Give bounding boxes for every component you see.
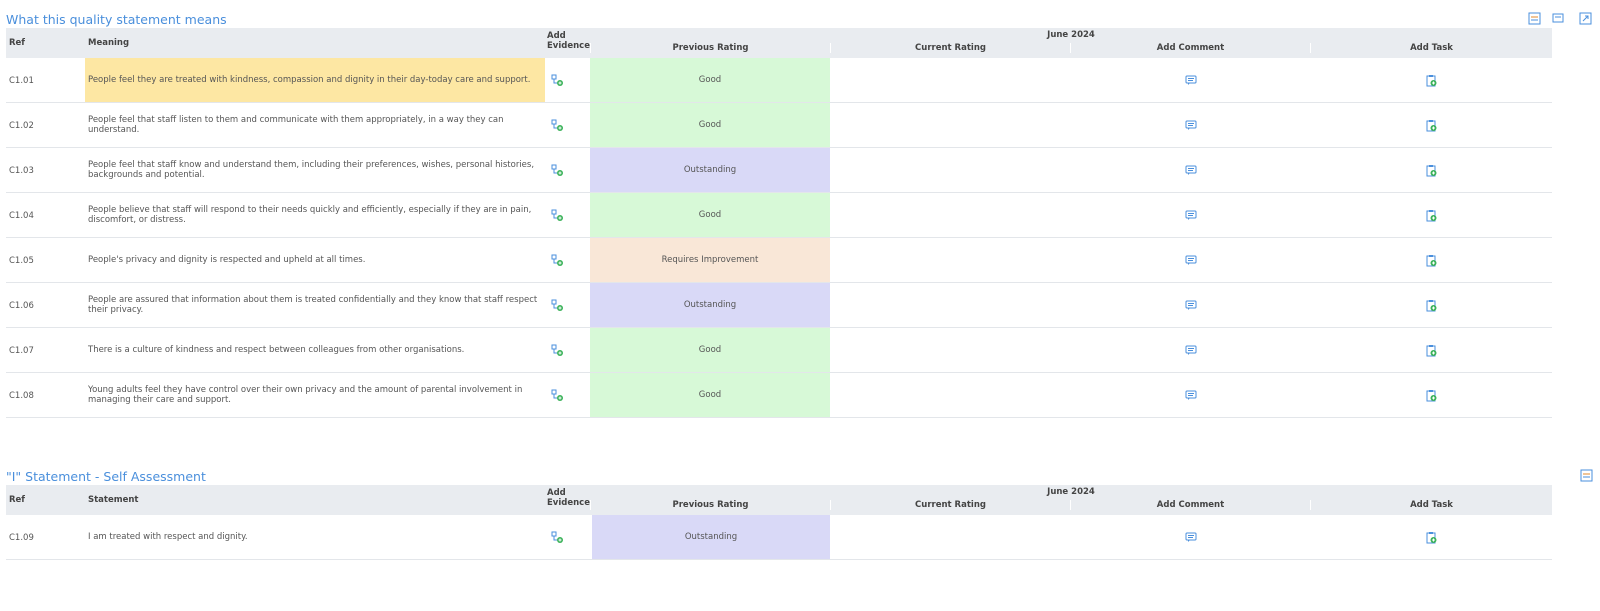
row-ref: C1.04 (9, 210, 34, 221)
add-task-button[interactable] (1425, 254, 1437, 267)
toolbar-icon[interactable] (1580, 469, 1594, 483)
previous-rating: Outstanding (590, 283, 830, 327)
table-row (6, 283, 1552, 328)
toolbar-icons[interactable] (1528, 12, 1594, 26)
add-evidence-button[interactable] (551, 344, 563, 357)
previous-rating: Good (590, 328, 830, 372)
section-title: What this quality statement means (6, 12, 227, 27)
previous-rating: Outstanding (592, 515, 830, 559)
previous-rating: Good (590, 103, 830, 147)
add-comment-button[interactable] (1185, 209, 1197, 222)
row-text: People feel they are treated with kindne… (85, 58, 545, 102)
add-task-button[interactable] (1425, 119, 1437, 132)
header-ref: Ref (9, 38, 26, 48)
add-comment-button[interactable] (1185, 531, 1197, 544)
add-task-button[interactable] (1425, 299, 1437, 312)
add-evidence-button[interactable] (551, 254, 563, 267)
current-rating[interactable] (830, 193, 1070, 237)
add-task-button[interactable] (1425, 531, 1437, 544)
table-row (6, 103, 1552, 148)
add-comment-button[interactable] (1185, 119, 1197, 132)
add-comment-button[interactable] (1185, 344, 1197, 357)
header-text: Meaning (88, 38, 130, 48)
header-ref: Ref (9, 495, 26, 505)
current-rating[interactable] (830, 328, 1070, 372)
row-ref: C1.08 (9, 390, 34, 401)
row-ref: C1.07 (9, 345, 34, 356)
add-evidence-button[interactable] (551, 74, 563, 87)
row-ref: C1.03 (9, 165, 34, 176)
add-task-button[interactable] (1425, 389, 1437, 402)
previous-rating: Good (590, 58, 830, 102)
current-rating[interactable] (830, 373, 1070, 417)
current-rating[interactable] (830, 283, 1070, 327)
header-text: Statement (88, 495, 139, 505)
previous-rating: Good (590, 373, 830, 417)
add-comment-button[interactable] (1185, 254, 1197, 267)
current-rating[interactable] (830, 238, 1070, 282)
row-ref: C1.05 (9, 255, 34, 266)
header-task: Add Task (1310, 43, 1552, 53)
row-ref: C1.01 (9, 75, 34, 86)
add-evidence-button[interactable] (551, 119, 563, 132)
add-evidence-button[interactable] (551, 389, 563, 402)
table-row (6, 328, 1552, 373)
header-task: Add Task (1310, 500, 1552, 510)
header-evidence: Add Evidence (547, 31, 590, 51)
header-period: June 2024 (1047, 30, 1095, 40)
current-rating[interactable] (830, 515, 1070, 559)
table-header (6, 485, 1552, 515)
previous-rating: Outstanding (590, 148, 830, 192)
row-text: Young adults feel they have control over… (88, 385, 523, 405)
table-row (6, 58, 1552, 103)
header-evidence: Add Evidence (547, 488, 590, 508)
add-evidence-button[interactable] (551, 299, 563, 312)
add-comment-button[interactable] (1185, 74, 1197, 87)
row-text: People are assured that information abou… (88, 295, 538, 315)
header-comment: Add Comment (1070, 500, 1310, 510)
row-text: I am treated with respect and dignity. (88, 532, 248, 542)
header-previous: Previous Rating (590, 500, 830, 510)
row-text: People's privacy and dignity is respecte… (88, 255, 366, 265)
current-rating[interactable] (830, 58, 1070, 102)
add-task-button[interactable] (1425, 209, 1437, 222)
row-text: People feel that staff know and understa… (88, 160, 535, 180)
table-row (6, 148, 1552, 193)
add-evidence-button[interactable] (551, 531, 563, 544)
header-current: Current Rating (830, 43, 1070, 53)
table-row (6, 373, 1552, 418)
add-comment-button[interactable] (1185, 389, 1197, 402)
row-text: There is a culture of kindness and respe… (88, 345, 465, 355)
add-comment-button[interactable] (1185, 299, 1197, 312)
table-row (6, 238, 1552, 283)
row-ref: C1.09 (9, 532, 34, 543)
add-task-button[interactable] (1425, 344, 1437, 357)
section-title: "I" Statement - Self Assessment (6, 469, 206, 484)
add-evidence-button[interactable] (551, 164, 563, 177)
current-rating[interactable] (830, 148, 1070, 192)
previous-rating: Requires Improvement (590, 238, 830, 282)
add-evidence-button[interactable] (551, 209, 563, 222)
header-comment: Add Comment (1070, 43, 1310, 53)
header-period: June 2024 (1047, 487, 1095, 497)
row-ref: C1.02 (9, 120, 34, 131)
current-rating[interactable] (830, 103, 1070, 147)
header-previous: Previous Rating (590, 43, 830, 53)
previous-rating: Good (590, 193, 830, 237)
table-row (6, 515, 1552, 560)
add-comment-button[interactable] (1185, 164, 1197, 177)
table-header (6, 28, 1552, 58)
row-text: People feel that staff listen to them an… (88, 115, 504, 135)
add-task-button[interactable] (1425, 74, 1437, 87)
header-current: Current Rating (830, 500, 1070, 510)
add-task-button[interactable] (1425, 164, 1437, 177)
row-text: People believe that staff will respond t… (88, 205, 532, 225)
table-row (6, 193, 1552, 238)
row-ref: C1.06 (9, 300, 34, 311)
